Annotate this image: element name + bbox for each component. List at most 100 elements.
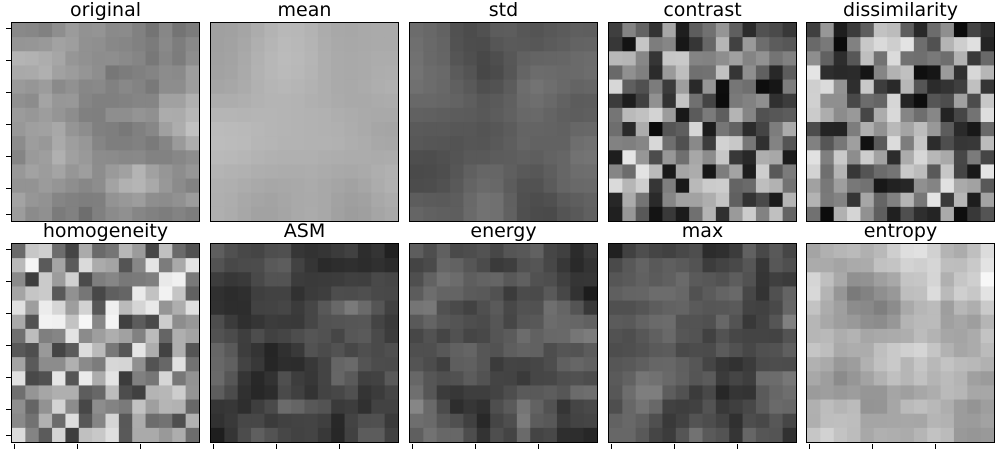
pixel: [927, 413, 942, 429]
panel-title: dissimilarity: [843, 0, 958, 21]
pixel: [662, 51, 677, 67]
pixel: [371, 107, 386, 123]
pixel: [609, 37, 623, 52]
pixel: [105, 328, 120, 344]
pixel: [384, 178, 398, 194]
pixel: [331, 272, 346, 288]
pixel: [953, 244, 968, 259]
pixel: [291, 23, 306, 38]
pixel: [847, 23, 862, 38]
pixel: [371, 51, 386, 67]
pixel: [78, 150, 93, 166]
pixel: [940, 79, 955, 95]
pixel: [450, 244, 465, 259]
pixel: [503, 79, 518, 95]
pixel: [887, 122, 902, 137]
pixel: [450, 93, 465, 109]
pixel: [675, 51, 690, 67]
pixel: [304, 122, 319, 137]
pixel: [873, 178, 888, 194]
pixel: [145, 413, 160, 429]
pixel: [78, 399, 93, 415]
pixel: [25, 413, 40, 429]
pixel: [118, 178, 133, 194]
pixel: [953, 192, 968, 208]
pixel: [769, 136, 784, 151]
pixel: [583, 178, 597, 194]
pixel: [702, 413, 717, 429]
pixel: [689, 371, 704, 387]
pixel: [742, 399, 757, 415]
pixel: [237, 93, 252, 109]
pixel: [490, 371, 505, 387]
pixel: [755, 192, 770, 208]
pixel: [185, 413, 199, 429]
pixel: [384, 258, 398, 273]
pixel: [927, 272, 942, 288]
pixel: [25, 272, 40, 288]
pixel: [158, 107, 173, 123]
pixel: [118, 357, 133, 372]
pixel: [12, 23, 26, 38]
pixel: [755, 371, 770, 387]
pixel: [172, 136, 187, 151]
pixel: [291, 164, 306, 180]
pixel: [940, 206, 955, 221]
pixel: [357, 399, 372, 415]
pixel: [118, 122, 133, 137]
pixel: [782, 65, 796, 81]
pixel: [38, 413, 53, 429]
pixel: [237, 314, 252, 330]
pixel: [277, 399, 292, 415]
pixel: [118, 300, 133, 316]
pixel: [755, 286, 770, 302]
pixel: [980, 314, 994, 330]
pixel: [423, 150, 438, 166]
pixel: [609, 371, 623, 387]
pixel: [662, 357, 677, 372]
pixel: [556, 178, 571, 194]
pixel: [304, 427, 319, 442]
pixel: [556, 314, 571, 330]
pixel: [92, 413, 107, 429]
pixel: [264, 371, 279, 387]
pixel: [847, 286, 862, 302]
pixel: [807, 385, 821, 401]
pixel: [490, 427, 505, 442]
pixel: [662, 258, 677, 273]
pixel: [264, 37, 279, 52]
pixel: [145, 178, 160, 194]
pixel: [463, 65, 478, 81]
pixel: [913, 65, 928, 81]
pixel: [980, 413, 994, 429]
pixel: [410, 300, 424, 316]
pixel: [132, 51, 147, 67]
pixel: [132, 427, 147, 442]
panel-title: original: [69, 0, 142, 21]
pixel: [476, 136, 491, 151]
pixel: [622, 122, 637, 137]
pixel: [52, 286, 67, 302]
pixel: [384, 427, 398, 442]
pixel: [516, 23, 531, 38]
pixel: [410, 93, 424, 109]
pixel: [675, 23, 690, 38]
pixel: [662, 122, 677, 137]
pixel: [105, 122, 120, 137]
pixel: [317, 37, 332, 52]
pixel: [887, 343, 902, 358]
pixel: [158, 122, 173, 137]
pixel: [622, 244, 637, 259]
pixel: [953, 427, 968, 442]
pixel: [742, 371, 757, 387]
pixel: [847, 371, 862, 387]
pixel: [304, 371, 319, 387]
pixel: [689, 328, 704, 344]
pixel: [436, 427, 451, 442]
pixel: [913, 385, 928, 401]
pixel: [423, 328, 438, 344]
pixel: [689, 122, 704, 137]
pixel: [622, 93, 637, 109]
pixel: [344, 258, 359, 273]
pixel: [662, 79, 677, 95]
